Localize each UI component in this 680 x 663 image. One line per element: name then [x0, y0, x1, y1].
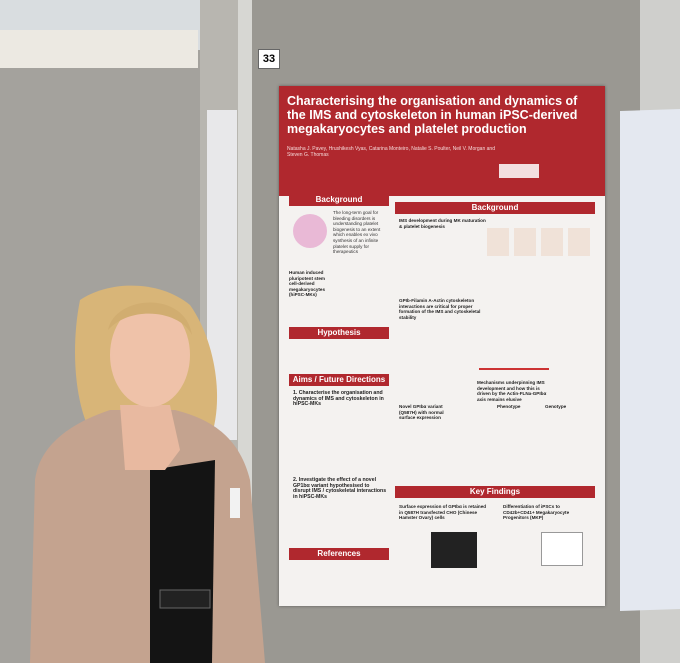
- section-subheading: IMS development during MK maturation & p…: [399, 218, 486, 229]
- section-heading: Background: [289, 194, 389, 206]
- cell-image: [293, 214, 327, 248]
- section-text: GPIb-Filamin A-Actin cytoskeleton intera…: [399, 298, 481, 320]
- section-text: Human induced pluripotent stem cell-deri…: [289, 270, 326, 298]
- section-heading: Aims / Future Directions: [289, 374, 389, 386]
- badge: [230, 488, 240, 518]
- flow-plot: [541, 532, 583, 566]
- title-band: Characterising the organisation and dyna…: [279, 86, 605, 196]
- poster: Characterising the organisation and dyna…: [279, 86, 605, 606]
- poster-authors: Natasha J. Pavey, Hrushikesh Vyas, Catar…: [287, 146, 495, 158]
- face: [110, 303, 190, 407]
- section-heading: Hypothesis: [289, 327, 389, 339]
- poster-title: Characterising the organisation and dyna…: [287, 94, 578, 136]
- section-text: Novel GPIbα variant (Q587H) with normal …: [399, 404, 444, 421]
- section-text: Phenotype: [497, 404, 521, 409]
- microscopy-image: [431, 532, 477, 568]
- diagram: [479, 308, 549, 370]
- section-heading: References: [289, 548, 389, 560]
- section-text: The long-term goal for bleeding disorder…: [333, 210, 381, 255]
- neck: [120, 405, 180, 470]
- fringe: [108, 302, 192, 335]
- board-number: 33: [258, 49, 280, 69]
- logo: [499, 164, 539, 178]
- figure: [487, 228, 591, 256]
- section-text: Genotype: [545, 404, 567, 409]
- section-heading: Key Findings: [395, 486, 595, 498]
- section-text: Differentiation of iPSCs to CD42b+CD41+ …: [503, 504, 570, 521]
- aim-item: 1. Characterise the organisation and dyn…: [293, 390, 384, 408]
- top: [150, 460, 215, 663]
- aim-item: 2. Investigate the effect of a novel GP1…: [293, 477, 387, 500]
- section-text: Mechanisms underpinning IMS development …: [477, 380, 547, 402]
- shelf: [0, 30, 198, 68]
- section-text: Surface expression of GPIbα is retained …: [399, 504, 487, 521]
- section-heading: Background: [395, 202, 595, 214]
- belt: [159, 589, 211, 609]
